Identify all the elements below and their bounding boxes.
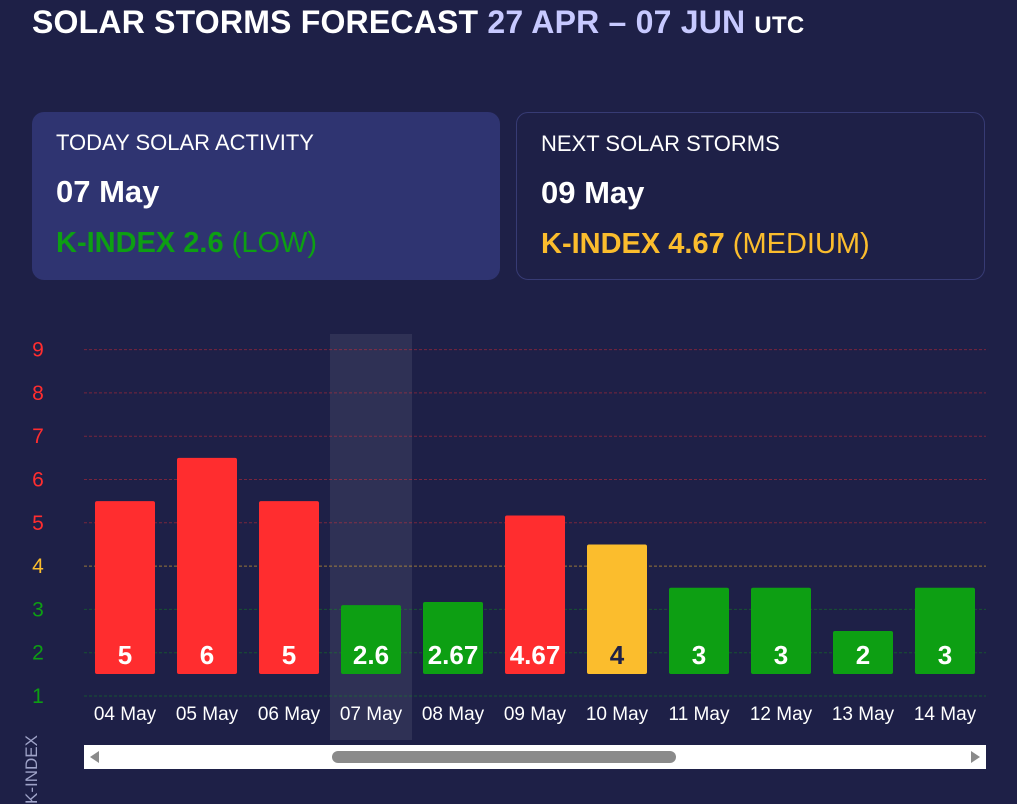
scroll-right-arrow-icon[interactable]	[971, 751, 980, 763]
y-tick-label: 1	[32, 685, 44, 708]
next-storm-card: NEXT SOLAR STORMS 09 May K-INDEX 4.67 (M…	[516, 112, 985, 280]
next-date: 09 May	[541, 175, 645, 210]
bar-value-label: 2.67	[428, 640, 479, 670]
x-tick-label: 07 May	[340, 704, 403, 725]
y-tick-label: 5	[32, 512, 44, 535]
today-highlight-band	[330, 334, 412, 740]
page-title: SOLAR STORMS FORECAST 27 APR – 07 JUN UT…	[32, 4, 804, 41]
x-tick-label: 10 May	[586, 704, 649, 725]
bar-value-label: 4.67	[510, 640, 561, 670]
x-tick-label: 11 May	[669, 704, 730, 725]
next-kindex-value: K-INDEX 4.67	[541, 228, 725, 260]
next-card-label: NEXT SOLAR STORMS	[541, 131, 780, 156]
bar-value-label: 6	[200, 640, 214, 670]
bar	[915, 587, 975, 674]
next-kindex: K-INDEX 4.67 (MEDIUM)	[541, 228, 960, 261]
x-tick-label: 13 May	[832, 704, 895, 725]
scroll-left-arrow-icon[interactable]	[90, 751, 99, 763]
y-tick-label: 4	[32, 555, 44, 578]
today-card-label: TODAY SOLAR ACTIVITY	[56, 130, 314, 155]
y-tick-label: 7	[32, 425, 44, 448]
today-kindex: K-INDEX 2.6 (LOW)	[56, 227, 476, 260]
date-range: 27 APR – 07 JUN	[487, 4, 746, 40]
x-tick-label: 06 May	[258, 704, 321, 725]
bar	[341, 605, 401, 674]
bar-value-label: 5	[282, 640, 296, 670]
x-tick-label: 08 May	[422, 704, 485, 725]
bar-value-label: 2	[856, 640, 870, 670]
bar	[95, 501, 155, 674]
bar-value-label: 3	[938, 640, 952, 670]
bar-value-label: 5	[118, 640, 132, 670]
y-tick-label: 9	[32, 339, 44, 362]
today-date: 07 May	[56, 174, 160, 209]
bar	[423, 602, 483, 674]
scrollbar-thumb[interactable]	[332, 751, 676, 763]
x-tick-label: 04 May	[94, 704, 157, 725]
bar-value-label: 4	[610, 640, 625, 670]
y-tick-label: 2	[32, 642, 44, 665]
y-tick-label: 6	[32, 469, 44, 492]
kindex-bar-chart: 1 2 3 4 5 6 7 8 9 5 04 May 6 05 May 5 06 May 2.6 07 May 2…	[32, 334, 986, 740]
chart-scrollbar[interactable]	[84, 745, 986, 769]
x-tick-label: 05 May	[176, 704, 239, 725]
bar-value-label: 2.6	[353, 640, 389, 670]
bar-value-label: 3	[774, 640, 788, 670]
bar	[669, 587, 729, 674]
y-tick-label: 8	[32, 382, 44, 405]
x-tick-label: 12 May	[750, 704, 813, 725]
today-kindex-level: (LOW)	[231, 227, 318, 259]
bar	[177, 457, 237, 674]
y-tick-label: 3	[32, 598, 44, 621]
title-text: SOLAR STORMS FORECAST	[32, 4, 479, 40]
bar	[587, 544, 647, 674]
next-kindex-level: (MEDIUM)	[732, 228, 870, 260]
bar	[751, 587, 811, 674]
today-kindex-value: K-INDEX 2.6	[56, 227, 224, 259]
timezone-label: UTC	[754, 12, 805, 39]
bar	[833, 631, 893, 674]
bar	[259, 501, 319, 674]
bar-value-label: 3	[692, 640, 706, 670]
y-axis-label: K-INDEX	[22, 735, 41, 804]
bar	[505, 515, 565, 674]
x-tick-label: 14 May	[914, 704, 977, 725]
today-activity-card: TODAY SOLAR ACTIVITY 07 May K-INDEX 2.6 …	[32, 112, 500, 280]
x-tick-label: 09 May	[504, 704, 567, 725]
